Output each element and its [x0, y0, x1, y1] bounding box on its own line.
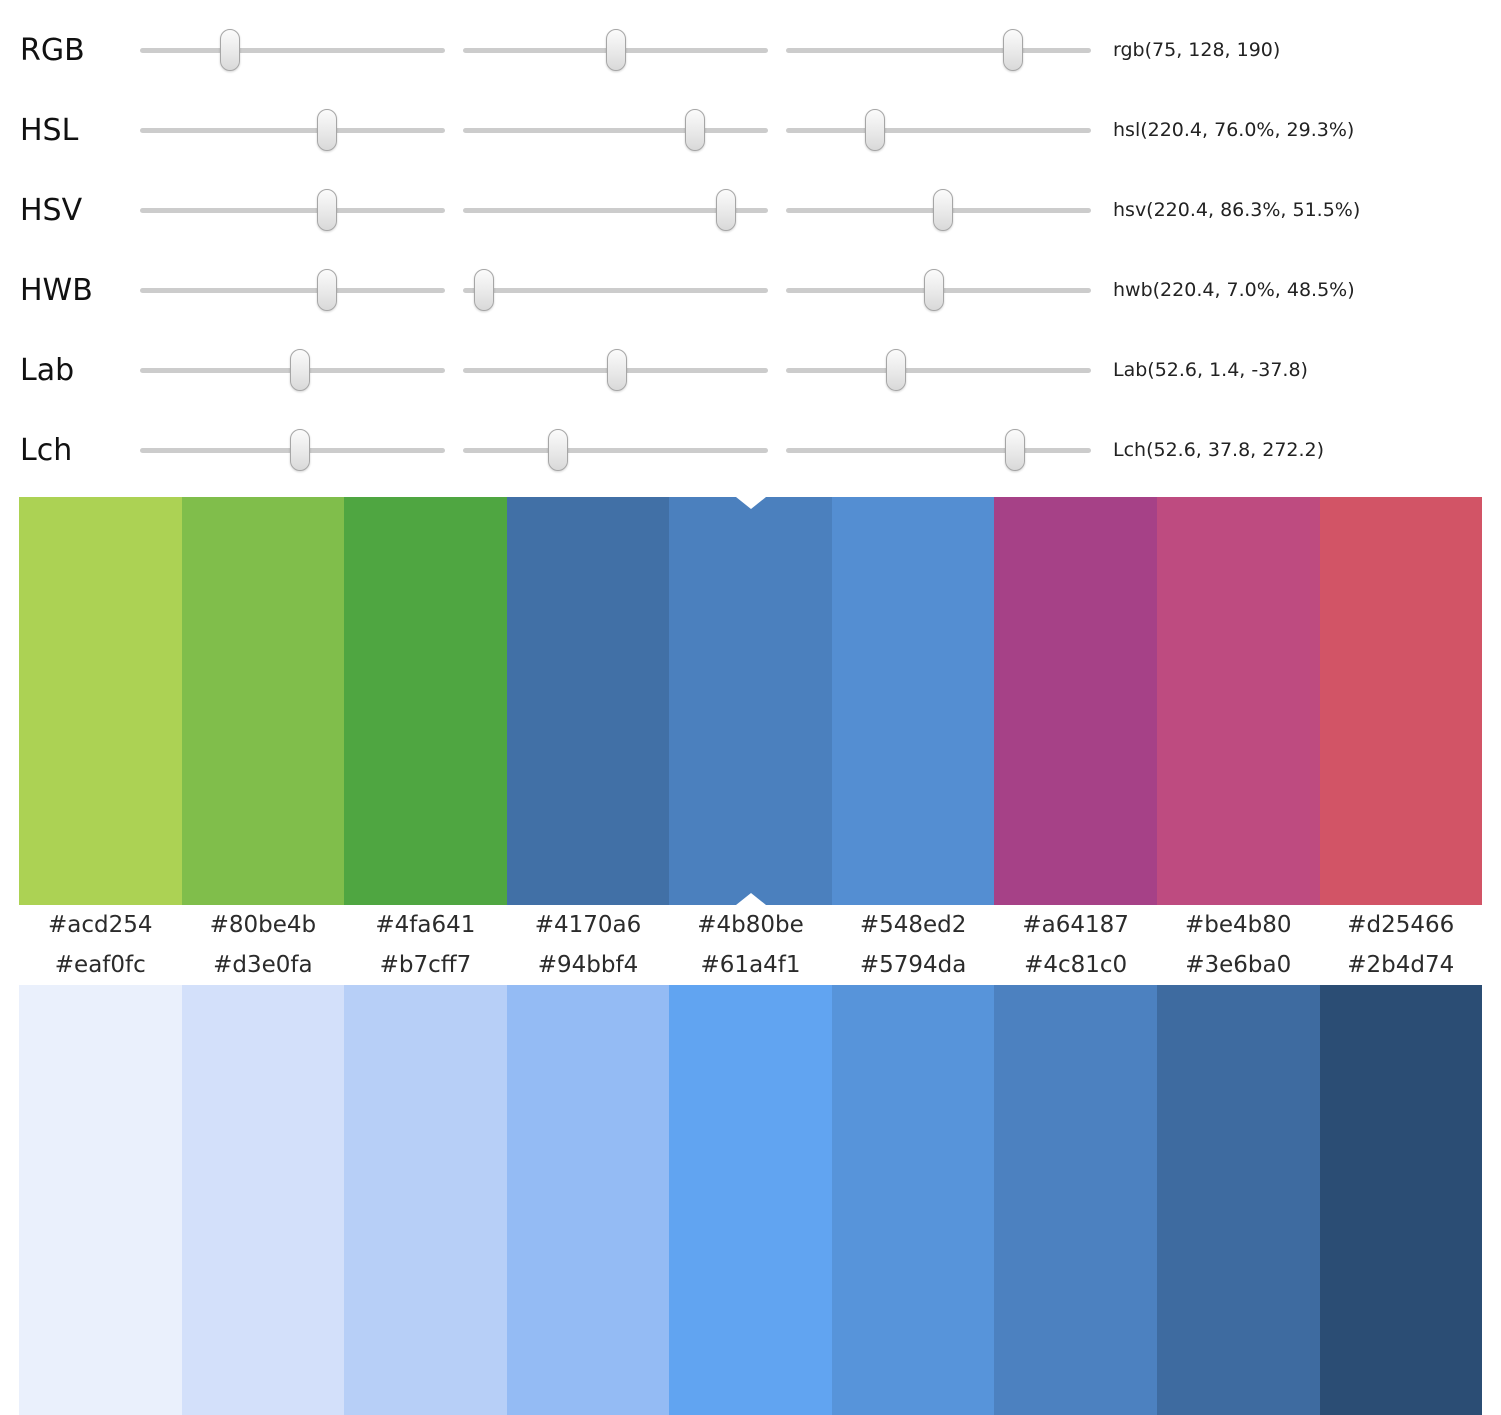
- hsv-s-slider[interactable]: [463, 189, 768, 231]
- hex-label: #a64187: [1022, 912, 1129, 938]
- lab-l-slider[interactable]: [140, 349, 445, 391]
- slider-thumb[interactable]: [316, 109, 337, 151]
- lab-value-text: Lab(52.6, 1.4, -37.8): [1113, 359, 1308, 381]
- hex-label: #4c81c0: [1024, 952, 1128, 978]
- palette-swatch[interactable]: [1156, 497, 1320, 905]
- colorspace-label-hwb: HWB: [20, 272, 93, 308]
- palette-swatch[interactable]: [344, 497, 507, 905]
- slider-row-rgb: RGB rgb(75, 128, 190): [20, 10, 1501, 90]
- lch-value-text: Lch(52.6, 37.8, 272.2): [1113, 439, 1325, 461]
- hex-label-selected: #4b80be: [697, 912, 804, 938]
- hsl-s-slider[interactable]: [463, 109, 768, 151]
- rgb-r-slider[interactable]: [140, 29, 445, 71]
- lch-c-slider[interactable]: [463, 429, 768, 471]
- palette-swatch[interactable]: [831, 985, 995, 1415]
- slider-thumb[interactable]: [607, 349, 628, 391]
- rgb-g-slider[interactable]: [463, 29, 768, 71]
- hsv-h-slider[interactable]: [140, 189, 445, 231]
- lch-l-slider[interactable]: [140, 429, 445, 471]
- palette-swatch[interactable]: [831, 497, 995, 905]
- palette-swatch[interactable]: [1319, 497, 1483, 905]
- slider-thumb[interactable]: [716, 189, 737, 231]
- hsl-l-slider[interactable]: [786, 109, 1091, 151]
- slider-thumb[interactable]: [547, 429, 568, 471]
- selected-marker-top-icon: [735, 497, 766, 509]
- slider-row-hwb: HWB hwb(220.4, 7.0%, 48.5%): [20, 250, 1501, 330]
- palette-swatch[interactable]: [994, 985, 1157, 1415]
- slider-thumb[interactable]: [933, 189, 954, 231]
- hue-palette: [19, 497, 1483, 905]
- hex-label: #acd254: [48, 912, 153, 938]
- palette-swatch[interactable]: [506, 497, 670, 905]
- hue-palette-hex-labels: #acd254 #80be4b #4fa641 #4170a6 #4b80be …: [19, 905, 1482, 945]
- hwb-b-slider[interactable]: [786, 269, 1091, 311]
- hex-label: #4fa641: [375, 912, 476, 938]
- rgb-b-slider[interactable]: [786, 29, 1091, 71]
- lab-a-slider[interactable]: [463, 349, 768, 391]
- slider-thumb[interactable]: [290, 429, 311, 471]
- slider-thumb[interactable]: [316, 269, 337, 311]
- slider-row-lch: Lch Lch(52.6, 37.8, 272.2): [20, 410, 1501, 490]
- slider-thumb[interactable]: [885, 349, 906, 391]
- hwb-h-slider[interactable]: [140, 269, 445, 311]
- palette-swatch[interactable]: [506, 985, 670, 1415]
- hsv-v-slider[interactable]: [786, 189, 1091, 231]
- hex-label: #61a4f1: [700, 952, 801, 978]
- colorspace-label-lab: Lab: [20, 352, 75, 388]
- slider-thumb[interactable]: [1003, 29, 1024, 71]
- slider-thumb[interactable]: [290, 349, 311, 391]
- hsl-h-slider[interactable]: [140, 109, 445, 151]
- hsv-value-text: hsv(220.4, 86.3%, 51.5%): [1113, 199, 1361, 221]
- hex-label: #eaf0fc: [54, 952, 146, 978]
- palette-swatch[interactable]: [344, 985, 507, 1415]
- palette-swatch[interactable]: [1319, 985, 1483, 1415]
- hex-label: #4170a6: [534, 912, 642, 938]
- hwb-value-text: hwb(220.4, 7.0%, 48.5%): [1113, 279, 1355, 301]
- shade-palette-hex-labels: #eaf0fc #d3e0fa #b7cff7 #94bbf4 #61a4f1 …: [19, 945, 1482, 985]
- hsl-value-text: hsl(220.4, 76.0%, 29.3%): [1113, 119, 1355, 141]
- hex-label: #5794da: [859, 952, 967, 978]
- palette-swatch[interactable]: [19, 985, 182, 1415]
- hex-label: #80be4b: [209, 912, 317, 938]
- palette-swatch[interactable]: [181, 497, 345, 905]
- lab-b-slider[interactable]: [786, 349, 1091, 391]
- palette-swatch[interactable]: [181, 985, 345, 1415]
- colorspace-label-hsv: HSV: [20, 192, 83, 228]
- slider-row-lab: Lab Lab(52.6, 1.4, -37.8): [20, 330, 1501, 410]
- slider-thumb[interactable]: [474, 269, 495, 311]
- selected-marker-bottom-icon: [735, 893, 766, 905]
- lch-h-slider[interactable]: [786, 429, 1091, 471]
- hex-label: #3e6ba0: [1185, 952, 1292, 978]
- hex-label: #b7cff7: [379, 952, 472, 978]
- hex-label: #d25466: [1347, 912, 1455, 938]
- hex-label: #548ed2: [859, 912, 967, 938]
- palette-swatch[interactable]: [19, 497, 182, 905]
- slider-thumb[interactable]: [923, 269, 944, 311]
- hex-label: #94bbf4: [537, 952, 639, 978]
- slider-thumb[interactable]: [1004, 429, 1025, 471]
- palette-swatch[interactable]: [1156, 985, 1320, 1415]
- shade-palette: [19, 985, 1483, 1415]
- hex-label: #d3e0fa: [213, 952, 313, 978]
- colorspace-label-hsl: HSL: [20, 112, 79, 148]
- palette-swatch[interactable]: [669, 985, 832, 1415]
- slider-row-hsv: HSV hsv(220.4, 86.3%, 51.5%): [20, 170, 1501, 250]
- slider-row-hsl: HSL hsl(220.4, 76.0%, 29.3%): [20, 90, 1501, 170]
- colorspace-label-rgb: RGB: [20, 32, 85, 68]
- slider-thumb[interactable]: [219, 29, 240, 71]
- hex-label: #2b4d74: [1347, 952, 1455, 978]
- rgb-value-text: rgb(75, 128, 190): [1113, 39, 1281, 61]
- palette-swatch-selected[interactable]: [669, 497, 832, 905]
- hwb-w-slider[interactable]: [463, 269, 768, 311]
- slider-thumb[interactable]: [684, 109, 705, 151]
- colorspace-label-lch: Lch: [20, 432, 73, 468]
- slider-thumb[interactable]: [606, 29, 627, 71]
- hex-label: #be4b80: [1184, 912, 1292, 938]
- slider-panel: RGB rgb(75, 128, 190) HSL hsl(220.4, 76.…: [0, 0, 1501, 490]
- slider-thumb[interactable]: [316, 189, 337, 231]
- palette-swatch[interactable]: [994, 497, 1157, 905]
- slider-thumb[interactable]: [865, 109, 886, 151]
